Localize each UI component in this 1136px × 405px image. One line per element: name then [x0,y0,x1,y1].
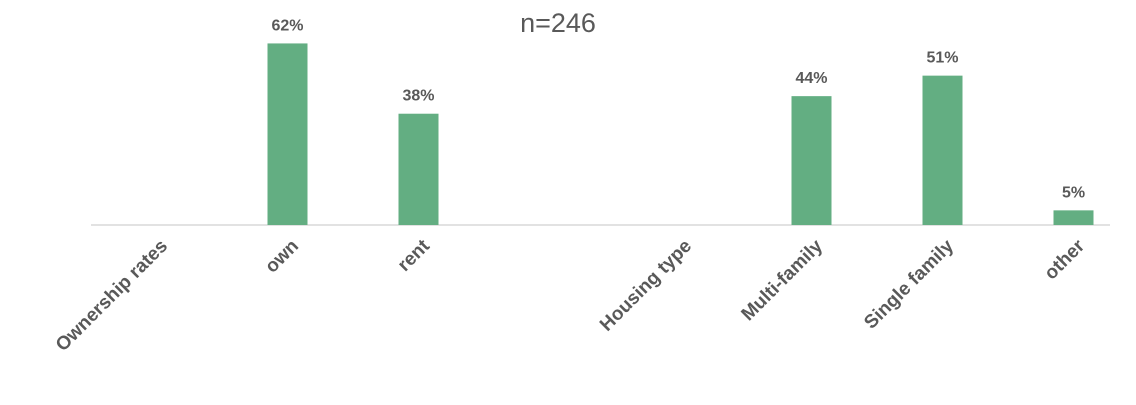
bar [922,75,963,226]
bar [791,96,832,226]
x-tick-label: own [261,236,303,278]
chart-title: n=246 [520,8,596,38]
value-label: 5% [1062,184,1085,201]
bar [267,43,308,225]
x-tick-label: Multi-family [738,235,828,325]
bar [398,113,439,225]
value-label: 38% [402,88,434,105]
x-tick-label: Ownership rates [52,236,172,356]
value-label: 51% [926,50,958,67]
value-label: 62% [271,17,303,34]
value-label: 44% [795,70,827,87]
x-tick-label: rent [394,235,435,276]
bar [1053,210,1094,225]
x-tick-label: Housing type [596,236,696,336]
x-tick-label: Single family [860,235,958,333]
x-tick-label: other [1041,235,1090,284]
